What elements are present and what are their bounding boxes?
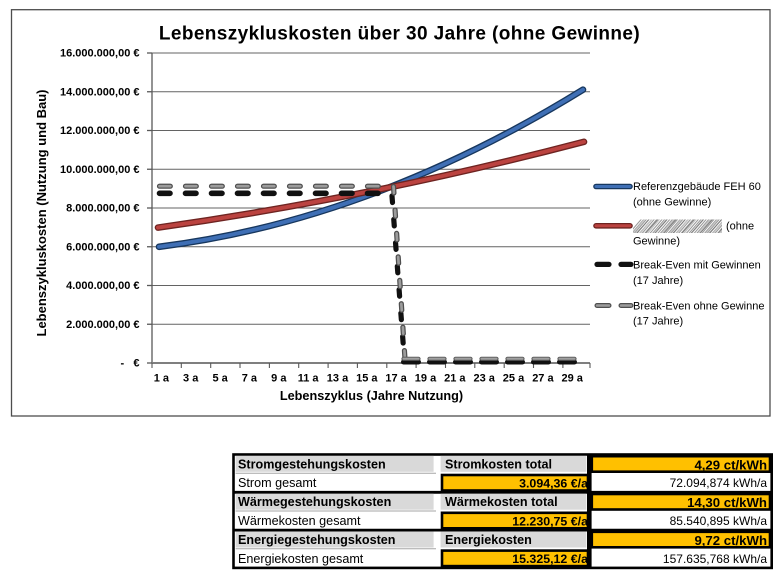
svg-text:Energiegestehungskosten: Energiegestehungskosten — [238, 533, 395, 547]
svg-text:(ohne Gewinne): (ohne Gewinne) — [633, 197, 711, 209]
svg-text:14,30 ct/kWh: 14,30 ct/kWh — [687, 495, 767, 510]
svg-text:12.230,75 €/a: 12.230,75 €/a — [512, 514, 588, 528]
svg-text:16.000.000,00 €: 16.000.000,00 € — [60, 48, 140, 60]
svg-text:10.000.000,00 €: 10.000.000,00 € — [60, 164, 140, 176]
svg-text:8.000.000,00 €: 8.000.000,00 € — [66, 203, 139, 215]
svg-text:Break-Even ohne Gewinne: Break-Even ohne Gewinne — [633, 300, 764, 312]
svg-text:Wärmegestehungskosten: Wärmegestehungskosten — [238, 495, 391, 509]
svg-text:Energiekosten: Energiekosten — [445, 533, 532, 547]
svg-text:29 a: 29 a — [561, 372, 583, 384]
svg-text:7 a: 7 a — [242, 372, 258, 384]
svg-text:12.000.000,00 €: 12.000.000,00 € — [60, 125, 140, 137]
svg-text:13 a: 13 a — [327, 372, 349, 384]
svg-text:Referenzgebäude FEH 60: Referenzgebäude FEH 60 — [633, 181, 761, 193]
svg-text:4.000.000,00 €: 4.000.000,00 € — [66, 280, 139, 292]
svg-text:25 a: 25 a — [503, 372, 525, 384]
svg-text:15 a: 15 a — [356, 372, 378, 384]
svg-text:(17 Jahre): (17 Jahre) — [633, 275, 683, 287]
svg-text:5 a: 5 a — [212, 372, 228, 384]
svg-text:11 a: 11 a — [298, 372, 320, 384]
svg-text:Wärmekosten total: Wärmekosten total — [445, 495, 558, 509]
svg-text:Break-Even mit Gewinnen: Break-Even mit Gewinnen — [633, 259, 761, 271]
svg-text:23 a: 23 a — [473, 372, 495, 384]
svg-text:Wärmekosten gesamt: Wärmekosten gesamt — [238, 514, 361, 528]
svg-text:3 a: 3 a — [183, 372, 199, 384]
svg-text:(ohne: (ohne — [726, 221, 754, 233]
svg-text:(17 Jahre): (17 Jahre) — [633, 315, 683, 327]
svg-text:27 a: 27 a — [532, 372, 554, 384]
svg-text:17 a: 17 a — [385, 372, 407, 384]
svg-text:72.094,874 kWh/a: 72.094,874 kWh/a — [670, 476, 768, 490]
svg-text:14.000.000,00 €: 14.000.000,00 € — [60, 86, 140, 98]
svg-text:85.540,895 kWh/a: 85.540,895 kWh/a — [670, 514, 768, 528]
svg-text:Lebenszykluskosten (Nutzung un: Lebenszykluskosten (Nutzung und Bau) — [34, 89, 49, 336]
svg-text:Lebenszyklus (Jahre Nutzung): Lebenszyklus (Jahre Nutzung) — [280, 389, 463, 403]
svg-text:19 a: 19 a — [415, 372, 437, 384]
svg-text:21 a: 21 a — [444, 372, 466, 384]
svg-text:4,29 ct/kWh: 4,29 ct/kWh — [694, 457, 767, 472]
svg-text:2.000.000,00 €: 2.000.000,00 € — [66, 319, 139, 331]
svg-text:- €: - € — [121, 358, 140, 370]
svg-text:157.635,768 kWh/a: 157.635,768 kWh/a — [663, 552, 767, 566]
svg-text:15.325,12 €/a: 15.325,12 €/a — [512, 552, 588, 566]
svg-text:Stromgestehungskosten: Stromgestehungskosten — [238, 457, 386, 471]
svg-text:Lebenszykluskosten über 30 Jah: Lebenszykluskosten über 30 Jahre (ohne G… — [159, 24, 640, 45]
svg-text:6.000.000,00 €: 6.000.000,00 € — [66, 241, 139, 253]
svg-text:Strom gesamt: Strom gesamt — [238, 476, 317, 490]
svg-text:3.094,36 €/a: 3.094,36 €/a — [519, 477, 588, 491]
svg-text:9,72 ct/kWh: 9,72 ct/kWh — [694, 533, 767, 548]
svg-text:Energiekosten gesamt: Energiekosten gesamt — [238, 552, 364, 566]
svg-text:1 a: 1 a — [154, 372, 170, 384]
svg-text:Stromkosten total: Stromkosten total — [445, 457, 552, 471]
svg-text:9 a: 9 a — [271, 372, 287, 384]
svg-text:Gewinne): Gewinne) — [633, 236, 680, 248]
